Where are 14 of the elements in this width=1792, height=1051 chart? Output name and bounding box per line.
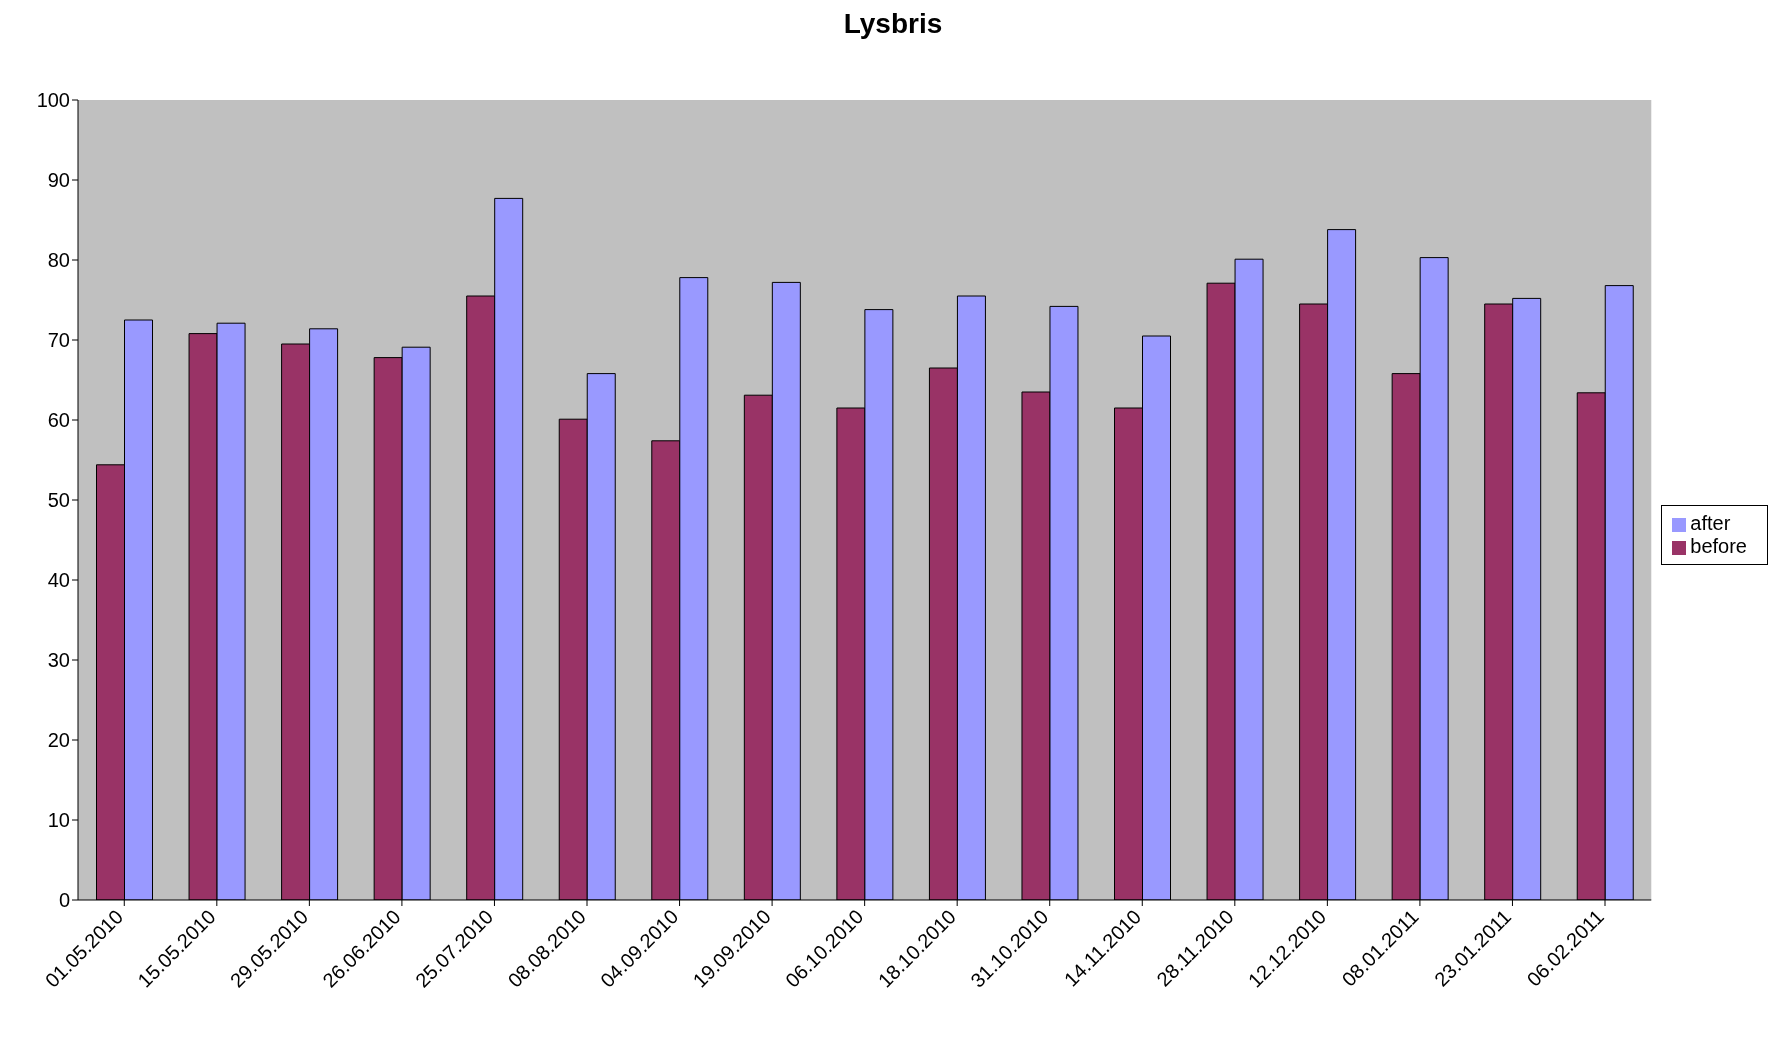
y-tick-label: 80 [47,249,70,272]
legend-label: after [1690,512,1731,534]
y-tick-label: 90 [47,169,70,192]
y-tick-label: 60 [47,409,70,432]
y-tick-label: 20 [47,729,70,752]
y-tick-label: 40 [47,569,70,592]
y-tick-label: 70 [47,329,70,352]
y-tick-label: 50 [47,489,70,512]
y-tick-label: 30 [47,649,70,672]
y-tick-label: 10 [47,809,70,832]
y-tick-label: 0 [58,889,70,912]
chart-title: Lysbris [842,8,944,40]
y-tick-label: 100 [36,89,70,112]
legend-label: before [1690,535,1747,557]
